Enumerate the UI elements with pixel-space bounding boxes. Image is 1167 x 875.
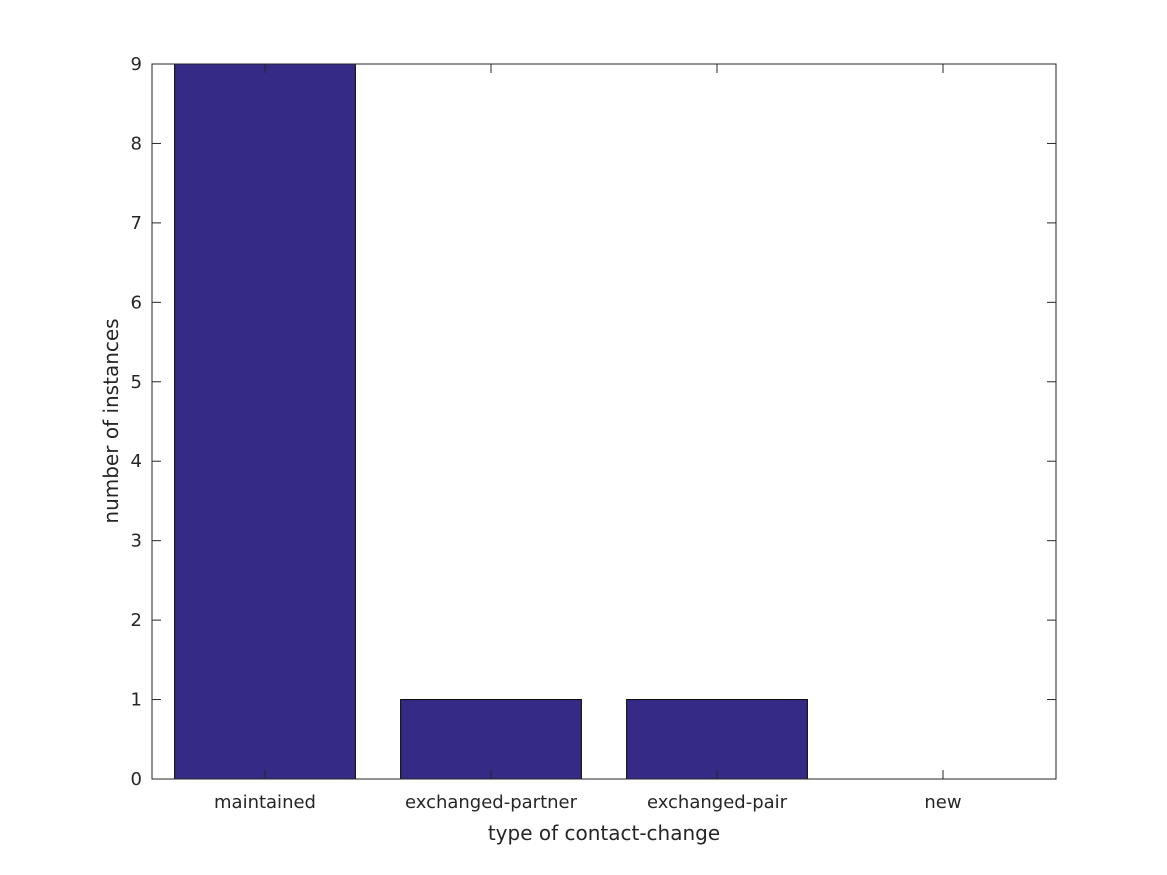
bars-layer xyxy=(174,63,808,780)
x-tick-label: maintained xyxy=(214,792,316,813)
axes-box xyxy=(151,63,1057,780)
y-tick-label: 7 xyxy=(131,213,142,234)
ticks-layer: 0 1 2 3 4 5 6 7 8 9 maintained exchanged-partner exc… xyxy=(131,54,1056,813)
y-tick-label: 2 xyxy=(131,610,142,631)
y-tick-label: 3 xyxy=(131,531,142,552)
x-tick-label: new xyxy=(924,792,961,813)
x-tick-label: exchanged-pair xyxy=(647,792,788,813)
bar-exchanged-partner xyxy=(400,699,582,780)
bar-exchanged-pair xyxy=(626,699,808,780)
y-tick-label: 8 xyxy=(131,133,142,154)
y-tick-label: 5 xyxy=(131,372,142,393)
y-tick-label: 9 xyxy=(131,54,142,75)
x-tick-label: exchanged-partner xyxy=(405,792,578,813)
y-tick-label: 4 xyxy=(131,451,142,472)
y-tick-label: 1 xyxy=(131,690,142,711)
axes-layer xyxy=(151,63,1057,780)
y-axis-label: number of instances xyxy=(99,318,123,523)
y-tick-label: 6 xyxy=(131,292,142,313)
x-axis-label: type of contact-change xyxy=(488,821,720,845)
bar-maintained xyxy=(174,63,356,780)
y-tick-label: 0 xyxy=(131,769,142,790)
